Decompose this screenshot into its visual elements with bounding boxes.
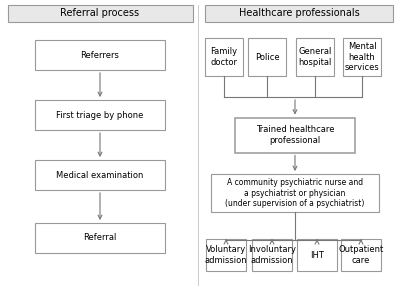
Bar [205,5,393,21]
Bar [8,5,192,21]
Bar [248,38,286,76]
Text: Involuntary
admission: Involuntary admission [248,245,296,265]
Text: Referral process: Referral process [60,8,140,18]
Text: General
hospital: General hospital [298,47,332,67]
Bar [35,160,165,190]
Bar [235,117,355,153]
Text: Healthcare professionals: Healthcare professionals [239,8,359,18]
Text: Trained healthcare
professional: Trained healthcare professional [256,125,334,145]
Text: Police: Police [255,52,279,61]
Text: Referrers: Referrers [80,50,120,59]
Text: Referral: Referral [83,233,117,242]
Text: Family
doctor: Family doctor [210,47,238,67]
Bar [296,38,334,76]
Text: Mental
health
services: Mental health services [345,42,379,72]
Bar [35,223,165,253]
Bar [206,239,246,271]
Text: IHT: IHT [310,251,324,260]
Text: Voluntary
admission: Voluntary admission [205,245,247,265]
Bar [297,239,337,271]
Bar [35,100,165,130]
Bar [35,40,165,70]
Text: First triage by phone: First triage by phone [56,110,144,119]
Bar [211,174,379,212]
Text: A community psychiatric nurse and
a psychiatrist or physician
(under supervision: A community psychiatric nurse and a psyc… [225,178,365,208]
Bar [341,239,381,271]
Bar [252,239,292,271]
Bar [343,38,381,76]
Bar [205,38,243,76]
Text: Medical examination: Medical examination [56,171,144,180]
Text: Outpatient
care: Outpatient care [338,245,384,265]
